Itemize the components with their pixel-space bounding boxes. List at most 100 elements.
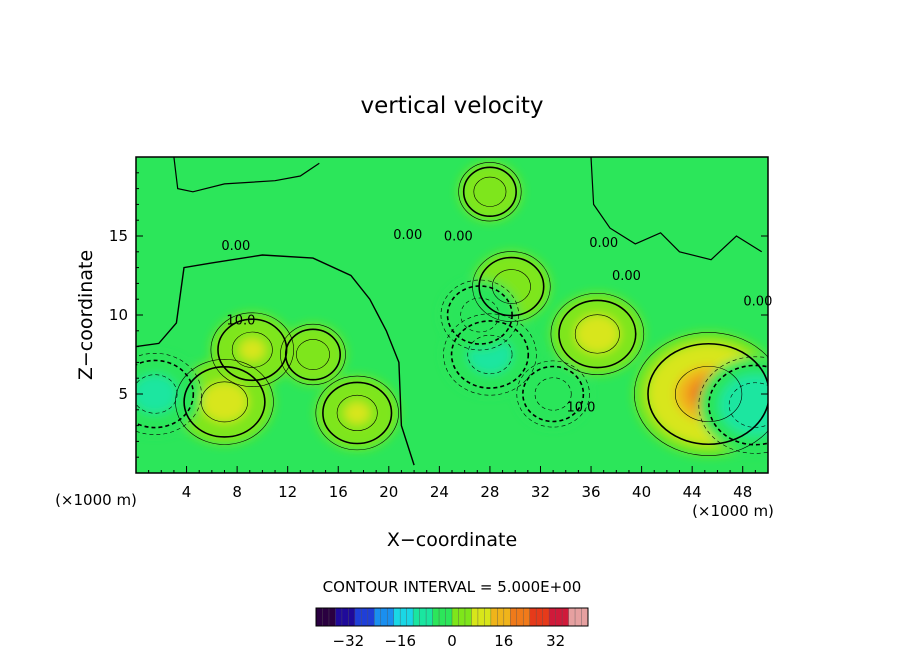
blob-5 — [550, 293, 644, 375]
heatmap-field — [136, 157, 768, 473]
blob-band — [478, 181, 501, 202]
blob-band — [541, 383, 566, 405]
contour-line — [472, 251, 551, 322]
contour-line — [200, 381, 248, 423]
contour-line — [458, 162, 522, 222]
contour-line — [467, 334, 513, 375]
y-axis: 5 10 15 — [109, 172, 768, 458]
blob-contours-12 — [458, 162, 522, 222]
colorbar-ticks: −32 −16 0 16 32 — [333, 632, 566, 650]
contour-line — [473, 176, 507, 207]
blob-band — [467, 303, 493, 327]
colorbar-frame — [315, 607, 589, 627]
colorbar-cell — [374, 608, 382, 626]
right-contour — [590, 157, 763, 261]
colorbar-cell — [523, 608, 531, 626]
x-tick-label: 16 — [329, 483, 348, 501]
x-tick-label: 8 — [232, 483, 242, 501]
zero-contour — [136, 254, 415, 466]
x-tick-label: 48 — [733, 483, 752, 501]
blob-band — [140, 381, 170, 407]
contour-line — [284, 328, 341, 381]
contour-label: 10.0 — [226, 313, 255, 328]
colorbar — [315, 607, 589, 627]
colorbar-cell — [367, 608, 375, 626]
colorbar-cell — [484, 608, 492, 626]
blob-contours-6 — [634, 332, 768, 456]
blob-2 — [315, 376, 399, 450]
colorbar-cell — [393, 608, 401, 626]
colorbar-cell — [536, 608, 544, 626]
contour-label: 0.00 — [221, 239, 250, 254]
colorbar-cell — [354, 608, 362, 626]
blob-contours-2 — [315, 375, 399, 451]
contour-interval-text: CONTOUR INTERVAL = 5.000E+00 — [323, 578, 582, 596]
contour-line — [322, 381, 393, 445]
colorbar-cell — [516, 608, 524, 626]
x-tick-label: 4 — [182, 483, 192, 501]
colorbar-cell — [510, 608, 518, 626]
colorbar-cell — [316, 608, 323, 626]
x-tick-label: 28 — [480, 483, 499, 501]
blob-9 — [136, 353, 202, 435]
contour-line — [440, 279, 519, 351]
contour-line — [534, 377, 572, 411]
x-tick-label: 44 — [683, 483, 702, 501]
blob-band — [301, 344, 325, 365]
contour-line — [450, 320, 530, 389]
contour-line — [558, 299, 637, 369]
contour-label: 0.00 — [444, 230, 473, 245]
blob-band — [239, 338, 266, 362]
contour-label: 0.00 — [589, 236, 618, 251]
colorbar-cell — [497, 608, 505, 626]
contour-line — [443, 313, 537, 396]
colorbar-cell — [555, 608, 563, 626]
x-axis: 4 8 12 16 20 24 28 32 36 40 44 48 — [148, 466, 756, 501]
contour-labels: 0.00 10.0 0.00 0.00 0.00 0.00 10.0 0.00 — [221, 228, 772, 415]
blob-10 — [698, 356, 768, 454]
x-tick-label: 36 — [581, 483, 600, 501]
contour-line — [647, 342, 768, 446]
contour-line — [136, 353, 202, 435]
contour-line — [136, 359, 195, 429]
blob-band — [209, 389, 240, 415]
blob-12 — [458, 162, 522, 222]
colorbar-cell — [322, 608, 330, 626]
x-unit-label-left: (×1000 m) — [55, 491, 137, 509]
colorbar-cell — [387, 608, 395, 626]
blob-3 — [280, 324, 346, 385]
x-axis-label: X−coordinate — [387, 529, 517, 551]
colorbar-cell — [549, 608, 557, 626]
contour-line — [574, 314, 620, 354]
blob-contours-9 — [136, 353, 202, 435]
contour-line — [728, 382, 768, 428]
contour-line — [315, 375, 399, 451]
colorbar-cell — [439, 608, 447, 626]
colorbar-cell — [413, 608, 421, 626]
contour-line — [136, 374, 178, 414]
blob-11 — [516, 360, 590, 428]
contour-label: 0.00 — [612, 269, 641, 284]
colorbar-cell — [400, 608, 408, 626]
blob-contours-3 — [280, 323, 346, 386]
contour-line — [708, 364, 768, 446]
colorbar-cell — [380, 608, 388, 626]
contour-line — [462, 166, 517, 218]
contour-line — [516, 360, 590, 428]
contour-line — [460, 297, 500, 333]
y-tick-label: 5 — [118, 385, 128, 403]
contour-line — [674, 366, 743, 422]
colorbar-cell — [348, 608, 356, 626]
contour-line — [634, 332, 768, 456]
contour-line — [522, 365, 585, 423]
colorbar-cell — [477, 608, 485, 626]
contour-label: 0.00 — [393, 228, 422, 243]
colorbar-cell — [335, 608, 343, 626]
colorbar-cell — [328, 608, 336, 626]
upper-contour — [173, 157, 320, 193]
contour-line — [698, 356, 768, 454]
contour-line — [446, 285, 513, 345]
colorbar-cell — [406, 608, 414, 626]
chart-title: vertical velocity — [361, 93, 544, 119]
